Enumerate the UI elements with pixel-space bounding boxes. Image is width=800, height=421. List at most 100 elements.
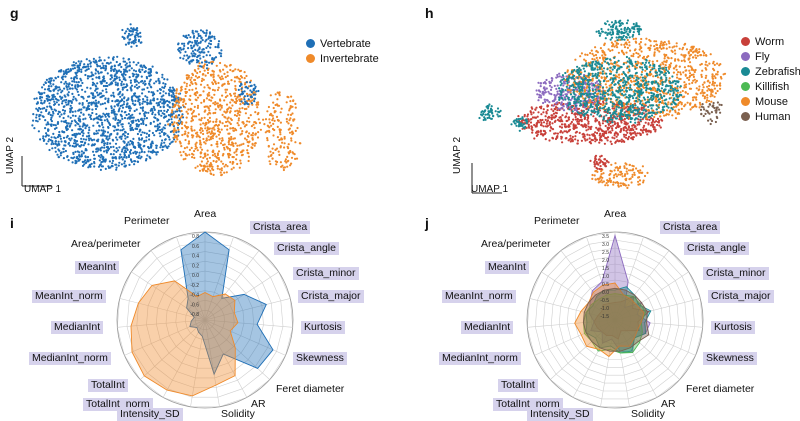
umap-point <box>561 114 563 116</box>
umap-point <box>226 129 228 131</box>
umap-g-vertebrate-cluster <box>238 81 260 105</box>
umap-point <box>176 88 178 90</box>
umap-point <box>665 54 667 56</box>
umap-point <box>207 135 209 137</box>
umap-point <box>115 151 117 153</box>
umap-point <box>173 127 175 129</box>
umap-point <box>71 120 73 122</box>
umap-point <box>116 113 118 115</box>
umap-point <box>559 126 561 128</box>
umap-point <box>648 60 650 62</box>
umap-point <box>189 149 191 151</box>
umap-point <box>40 99 42 101</box>
umap-point <box>657 76 659 78</box>
umap-point <box>48 102 50 104</box>
umap-point <box>214 153 216 155</box>
umap-point <box>62 76 64 78</box>
umap-point <box>679 48 681 50</box>
umap-point <box>191 41 193 43</box>
umap-point <box>199 65 201 67</box>
umap-point <box>68 142 70 144</box>
umap-point <box>64 110 66 112</box>
umap-point <box>543 125 545 127</box>
umap-point <box>669 46 671 48</box>
umap-point <box>558 119 560 121</box>
umap-point <box>290 96 292 98</box>
umap-point <box>128 29 130 31</box>
umap-point <box>93 132 95 134</box>
umap-point <box>530 118 532 120</box>
umap-point <box>230 107 232 109</box>
umap-point <box>202 73 204 75</box>
umap-point <box>689 61 691 63</box>
umap-point <box>156 98 158 100</box>
umap-point <box>228 153 230 155</box>
umap-point <box>623 87 625 89</box>
umap-point <box>117 129 119 131</box>
umap-point <box>189 79 191 81</box>
umap-point <box>616 71 618 73</box>
umap-point <box>124 135 126 137</box>
umap-point <box>202 122 204 124</box>
umap-point <box>86 135 88 137</box>
umap-g-vertebrate-cluster <box>31 56 185 171</box>
umap-point <box>138 39 140 41</box>
umap-point <box>646 73 648 75</box>
umap-point <box>281 165 283 167</box>
umap-point <box>55 85 57 87</box>
umap-point <box>562 132 564 134</box>
umap-point <box>95 113 97 115</box>
umap-point <box>241 130 243 132</box>
umap-point <box>143 151 145 153</box>
umap-point <box>112 57 114 59</box>
umap-point <box>278 151 280 153</box>
umap-point <box>158 113 160 115</box>
umap-point <box>227 75 229 77</box>
umap-point <box>37 120 39 122</box>
umap-point <box>177 49 179 51</box>
umap-point <box>200 41 202 43</box>
umap-point <box>130 23 132 25</box>
umap-point <box>202 133 204 135</box>
legend-item: Invertebrate <box>306 51 379 66</box>
umap-point <box>80 69 82 71</box>
umap-point <box>136 27 138 29</box>
umap-point <box>601 54 603 56</box>
umap-point <box>679 66 681 68</box>
umap-point <box>116 139 118 141</box>
umap-point <box>585 108 587 110</box>
umap-point <box>78 145 80 147</box>
umap-point <box>200 146 202 148</box>
umap-point <box>67 71 69 73</box>
umap-point <box>129 76 131 78</box>
umap-point <box>657 118 659 120</box>
umap-point <box>125 165 127 167</box>
umap-point <box>696 87 698 89</box>
umap-point <box>657 49 659 51</box>
umap-point <box>602 122 604 124</box>
umap-point <box>255 90 257 92</box>
umap-point <box>241 76 243 78</box>
umap-point <box>161 76 163 78</box>
umap-point <box>148 147 150 149</box>
umap-point <box>207 122 209 124</box>
panel-letter-j: j <box>425 215 429 231</box>
panel-letter-h: h <box>425 5 434 21</box>
umap-point <box>248 156 250 158</box>
umap-point <box>65 120 67 122</box>
umap-point <box>691 48 693 50</box>
umap-point <box>233 167 235 169</box>
umap-point <box>139 143 141 145</box>
umap-point <box>612 125 614 127</box>
umap-point <box>629 50 631 52</box>
umap-point <box>54 128 56 130</box>
umap-point <box>176 138 178 140</box>
umap-point <box>193 79 195 81</box>
umap-point <box>189 95 191 97</box>
umap-point <box>117 125 119 127</box>
umap-point <box>531 132 533 134</box>
umap-point <box>230 79 232 81</box>
umap-point <box>139 99 141 101</box>
umap-point <box>217 89 219 91</box>
umap-point <box>574 135 576 137</box>
